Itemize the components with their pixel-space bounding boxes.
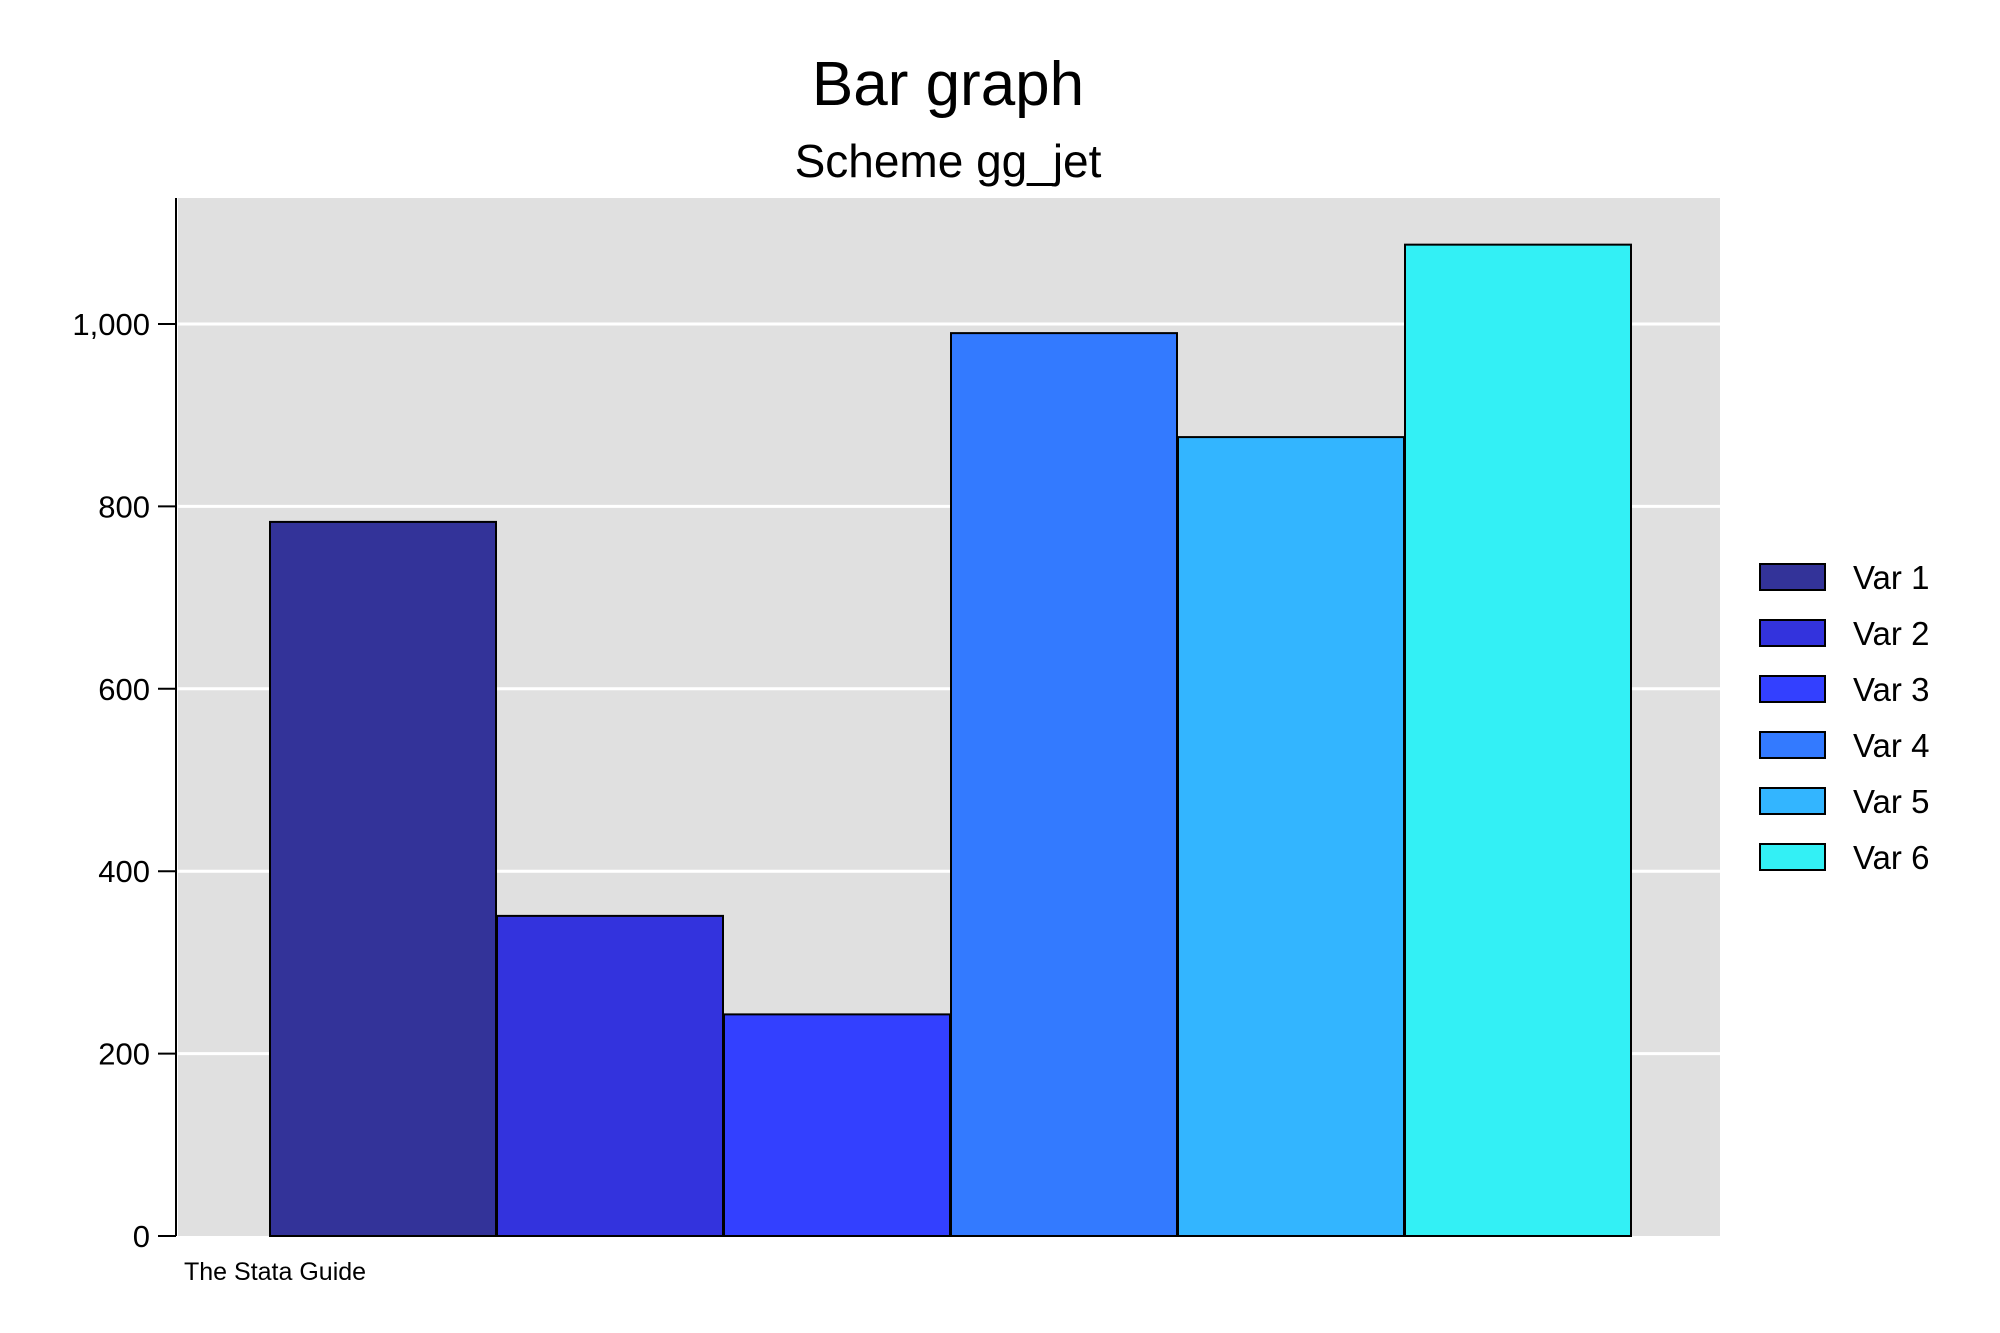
y-tick-label: 200 [98, 1037, 150, 1072]
legend-swatch-1 [1759, 563, 1826, 591]
legend-swatch-2 [1759, 619, 1826, 647]
legend-label-2: Var 2 [1853, 615, 1929, 652]
y-tick-label: 800 [98, 489, 150, 524]
bar-4 [950, 332, 1178, 1237]
legend: Var 1 Var 2 Var 3 Var 4 Var 5 Var 6 [1759, 559, 1929, 876]
bars [269, 243, 1632, 1237]
chart-note: The Stata Guide [184, 1258, 366, 1286]
y-tick-label: 0 [133, 1219, 150, 1254]
legend-label-6: Var 6 [1853, 839, 1929, 876]
legend-label-1: Var 1 [1853, 559, 1929, 596]
y-tick-label: 1,000 [72, 307, 150, 342]
y-axis: 0 200 400 600 800 1,000 [72, 198, 177, 1254]
bar-1 [269, 520, 497, 1237]
legend-swatch-4 [1759, 731, 1826, 759]
legend-swatch-3 [1759, 675, 1826, 703]
chart-title: Bar graph [812, 50, 1084, 119]
legend-label-4: Var 4 [1853, 727, 1929, 764]
legend-swatch-6 [1759, 843, 1826, 871]
legend-swatch-5 [1759, 787, 1826, 815]
legend-label-5: Var 5 [1853, 783, 1929, 820]
legend-label-3: Var 3 [1853, 671, 1929, 708]
bar-6 [1404, 243, 1632, 1237]
bar-2 [496, 914, 724, 1237]
bar-3 [723, 1013, 951, 1237]
bar-5 [1177, 436, 1405, 1237]
y-tick-label: 400 [98, 854, 150, 889]
y-tick-label: 600 [98, 672, 150, 707]
chart-subtitle: Scheme gg_jet [795, 135, 1102, 187]
